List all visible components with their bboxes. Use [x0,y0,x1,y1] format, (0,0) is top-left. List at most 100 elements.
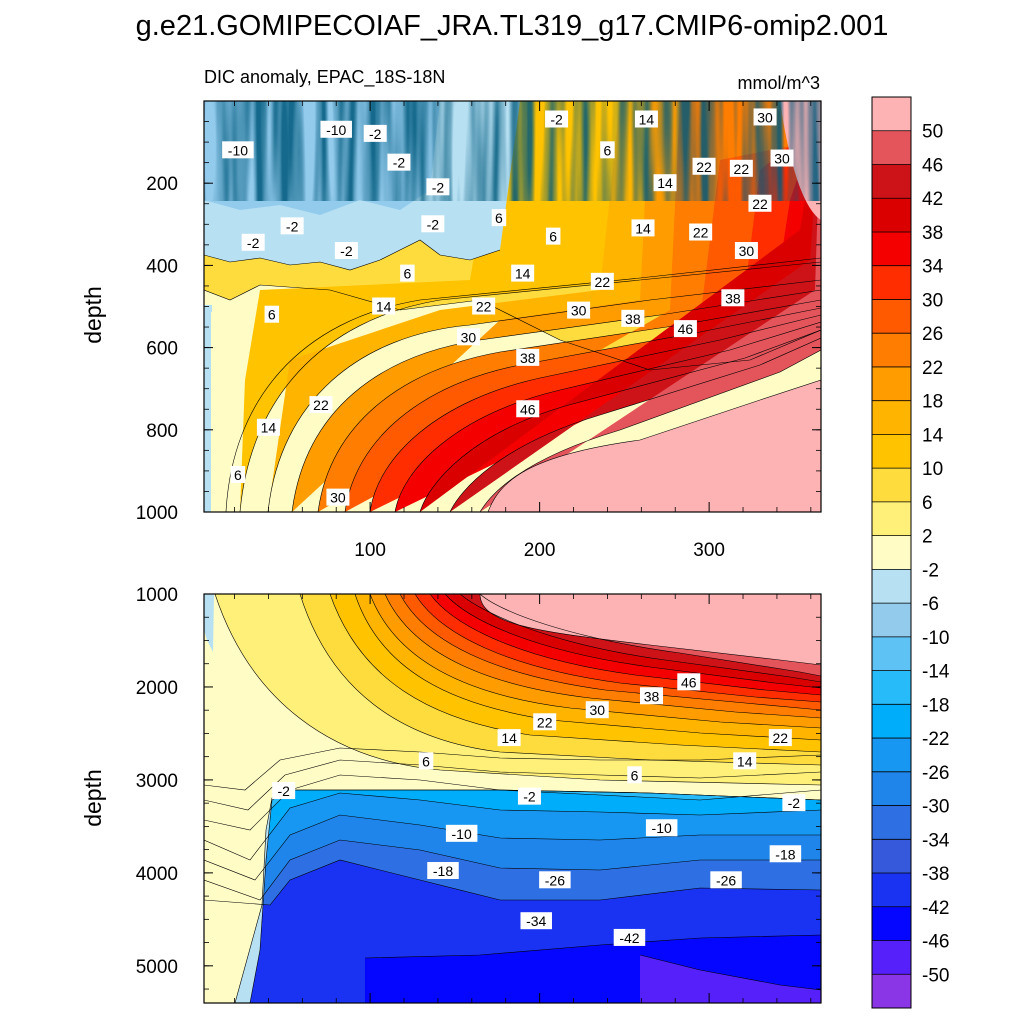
colorbar-label: -22 [922,729,949,750]
contour-label-text: 38 [520,350,536,366]
colorbar-swatch [872,366,911,401]
contour-label-text: -2 [432,179,445,195]
contour-label-box [729,159,753,177]
contour-label-box [770,149,794,167]
contour-label-box [600,141,615,159]
contour-label-box [472,297,496,315]
contour-label-box [645,819,678,837]
contour-label-box [426,178,450,196]
contour-label-box [400,264,415,282]
colorbar-label: -10 [922,628,949,649]
contour-label-box [272,782,296,800]
contour-label-text: 6 [604,142,612,158]
colorbar-label: -34 [922,830,950,851]
colorbar-swatch [872,636,911,671]
contour-label: 22 [472,297,496,315]
colorbar-label: -46 [922,932,949,953]
x-tick-label: 300 [693,540,725,561]
contour-label-text: 22 [313,397,329,413]
contour-label-text: -2 [247,235,260,251]
colorbar-swatch [872,771,911,806]
contour-label: 38 [516,348,540,366]
contour-label-box [222,141,254,159]
contour-label-box [710,871,742,889]
colorbar-label: -42 [922,898,949,919]
contour-label-box [634,110,658,128]
contour-label: -2 [334,242,358,260]
contour-label: 22 [309,396,333,414]
colorbar-label: 14 [922,425,944,446]
colorbar-swatch [872,468,911,503]
contour-label-box [692,157,716,175]
colorbar-swatch [872,940,911,975]
figure-title: g.e21.GOMIPECOIAF_JRA.TL319_g17.CMIP6-om… [136,10,889,42]
colorbar-swatch [872,839,911,874]
contour-label-box [567,301,591,319]
contour-label: 22 [533,713,557,731]
contour-label: 46 [677,673,701,691]
y-tick-label: 600 [146,339,178,360]
contour-label-text: 14 [657,175,673,191]
contour-label-text: 22 [595,274,611,290]
colorbar-swatch [872,265,911,300]
contour-label: -10 [320,120,352,138]
contour-label-text: 38 [644,688,660,704]
contour-label: -2 [426,178,450,196]
contour-label: 22 [729,159,753,177]
contour-label-box [677,673,701,691]
colorbar-label: -6 [922,594,939,615]
colorbar-label: -26 [922,763,949,784]
contour-label-text: 6 [422,753,430,769]
contour-label-box [491,209,507,227]
colorbar-label: 42 [922,189,943,210]
contour-label: 38 [639,687,663,705]
lower-panel: 46 38 30 22 14 22 6 14 6 -2 -2 -2 -10 -10 -18 -18 -26 -26… [80,585,822,1004]
lower-y-axis-label: depth [80,769,106,827]
colorbar-label: 18 [922,392,943,413]
contour-label: 14 [256,418,280,436]
colorbar-swatch [872,738,911,773]
contour-label: -26 [539,871,571,889]
contour-label: 6 [230,466,246,484]
y-tick-label: 2000 [136,678,178,699]
contour-label-box [241,233,265,251]
contour-label: 30 [567,301,591,319]
colorbar-label: 30 [922,290,943,311]
colorbar-label: -2 [922,560,939,581]
contour-label-text: -2 [523,789,536,805]
colorbar-swatch [872,906,911,941]
lower-axis-ticks: 1000 2000 3000 4000 5000 [136,585,821,1003]
contour-label-box [782,794,806,812]
contour-label: 46 [673,320,697,338]
colorbar-swatch [872,231,911,267]
contour-label-text: -2 [369,126,382,142]
colorbar: 50 46 42 38 34 30 26 22 18 14 10 6 2 -2 -6 -10 -14 -18 -22… [871,96,950,1009]
contour-label-text: 22 [693,225,709,241]
contour-label: -18 [769,845,802,863]
colorbar-swatch [872,974,911,1009]
contour-label-text: 6 [234,467,242,483]
lower-contour-labels: 46 38 30 22 14 22 6 14 6 -2 -2 -2 -10 -10 -18 -18 -26 -26… [272,673,806,946]
contour-label-text: 22 [752,196,768,212]
contour-label-box [363,124,387,142]
contour-label: 14 [733,752,757,770]
contour-label-text: 22 [773,730,789,746]
contour-label: -2 [387,153,411,171]
contour-label: 38 [621,309,645,327]
y-tick-label: 800 [146,421,178,442]
contour-label-text: -2 [788,795,801,811]
contour-label-box [516,348,540,366]
colorbar-swatch [872,434,911,469]
contour-label-box [326,488,350,506]
colorbar-swatch [872,535,911,570]
contour-label-box [334,242,358,260]
contour-label-box [256,418,280,436]
contour-label-text: 6 [268,307,276,323]
contour-label: -18 [427,862,459,880]
contour-label-box [516,400,540,418]
colorbar-swatch [872,501,911,536]
contour-label-text: -10 [326,122,346,138]
upper-units-label: mmol/m^3 [738,73,820,93]
colorbar-swatch [872,130,911,165]
